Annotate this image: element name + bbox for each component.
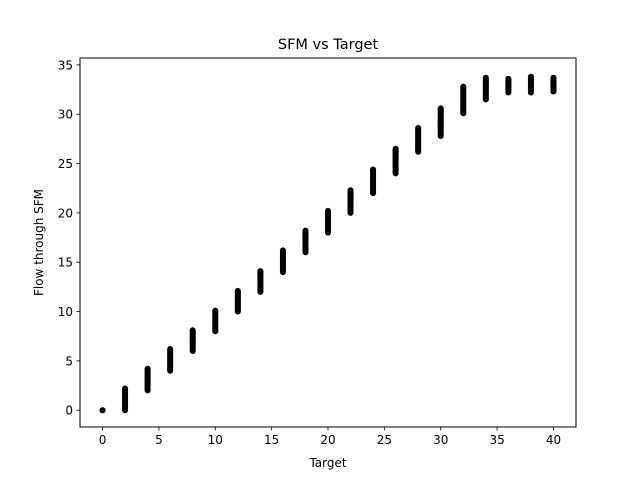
x-tick-label: 10 bbox=[208, 433, 223, 447]
data-point bbox=[437, 105, 444, 112]
x-tick-label: 25 bbox=[377, 433, 392, 447]
data-point bbox=[550, 74, 557, 81]
data-point bbox=[122, 385, 129, 392]
data-point bbox=[279, 247, 286, 254]
x-axis-label: Target bbox=[308, 456, 346, 470]
data-point bbox=[302, 227, 309, 234]
y-tick-label: 25 bbox=[58, 157, 73, 171]
x-tick-label: 15 bbox=[264, 433, 279, 447]
x-tick-label: 30 bbox=[433, 433, 448, 447]
x-axis-ticks: 0 5 10 15 20 25 30 35 40 bbox=[99, 427, 561, 447]
data-point bbox=[392, 145, 399, 152]
data-point bbox=[415, 125, 422, 132]
y-tick-label: 0 bbox=[65, 404, 73, 418]
x-tick-label: 0 bbox=[99, 433, 107, 447]
y-axis-ticks: 0 5 10 15 20 25 30 35 bbox=[58, 58, 80, 418]
y-tick-label: 5 bbox=[65, 354, 73, 368]
x-tick-label: 40 bbox=[546, 433, 561, 447]
data-point bbox=[460, 83, 467, 90]
data-point bbox=[505, 75, 512, 82]
data-point bbox=[167, 346, 174, 353]
data-point bbox=[99, 407, 106, 414]
y-axis-label: Flow through SFM bbox=[32, 189, 46, 296]
data-point bbox=[234, 287, 241, 294]
data-point bbox=[212, 307, 219, 314]
data-point bbox=[347, 187, 354, 194]
data-point bbox=[370, 166, 377, 173]
data-points bbox=[99, 73, 557, 414]
data-point bbox=[144, 365, 151, 372]
y-tick-label: 20 bbox=[58, 206, 73, 220]
data-point bbox=[189, 327, 196, 334]
data-point bbox=[325, 207, 331, 214]
chart-title: SFM vs Target bbox=[278, 37, 379, 53]
y-tick-label: 15 bbox=[58, 256, 73, 270]
data-point bbox=[482, 74, 489, 81]
data-point bbox=[257, 268, 264, 275]
y-tick-label: 10 bbox=[58, 305, 73, 319]
x-tick-label: 5 bbox=[155, 433, 163, 447]
y-tick-label: 35 bbox=[58, 58, 73, 72]
x-tick-label: 35 bbox=[489, 433, 504, 447]
x-tick-label: 20 bbox=[320, 433, 335, 447]
data-point bbox=[527, 73, 534, 80]
y-tick-label: 30 bbox=[58, 108, 73, 122]
